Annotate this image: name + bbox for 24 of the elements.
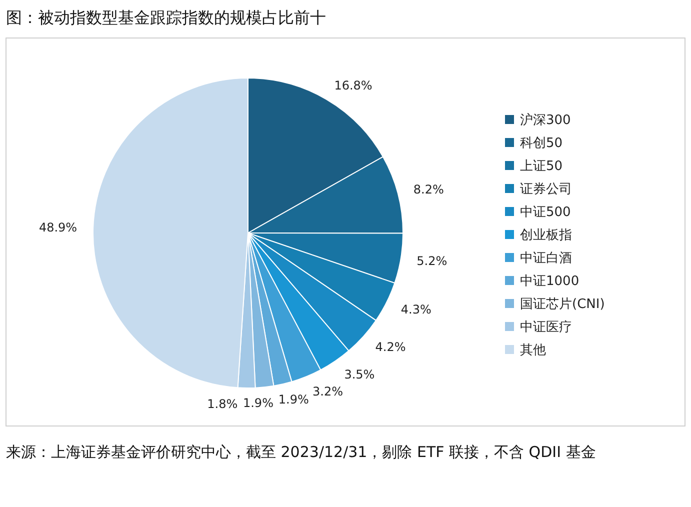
data-label: 1.9%	[243, 396, 274, 410]
data-label: 1.8%	[207, 396, 238, 411]
data-label: 16.8%	[334, 78, 372, 92]
legend-label: 创业板指	[520, 228, 572, 243]
data-label: 4.3%	[400, 302, 432, 317]
legend-label: 证券公司	[520, 182, 572, 197]
legend-label: 中证白酒	[520, 251, 572, 266]
data-label: 8.2%	[413, 182, 444, 197]
data-label: 48.9%	[38, 220, 78, 234]
source-note: 来源：上海证券基金评价研究中心，截至 2023/12/31，剔除 ETF 联接，不含 QDII 基金	[6, 442, 597, 463]
legend-label: 其他	[520, 343, 546, 358]
legend-label: 中证1000	[520, 274, 580, 289]
data-label: 5.2%	[416, 254, 448, 268]
legend-label: 科创50	[520, 136, 563, 151]
legend-label: 沪深300	[520, 112, 571, 128]
chart-title: 图：被动指数型基金跟踪指数的规模占比前十	[6, 8, 326, 29]
legend-label: 中证500	[520, 205, 571, 220]
legend-label: 国证芯片(CNI)	[520, 297, 605, 312]
data-label: 1.9%	[278, 392, 309, 407]
data-label: 3.2%	[312, 384, 344, 398]
data-label: 4.2%	[375, 340, 406, 354]
legend-label: 中证医疗	[520, 320, 572, 335]
data-label: 3.5%	[344, 367, 375, 382]
legend-label: 上证50	[520, 159, 563, 174]
